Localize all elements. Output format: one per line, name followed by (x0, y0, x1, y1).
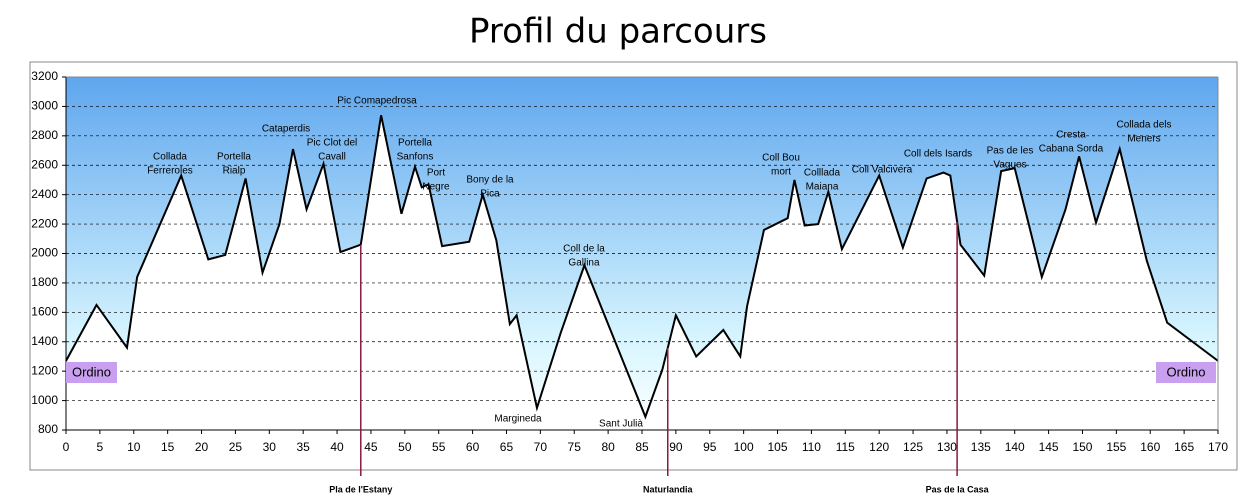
peak-label: Cabana Sorda (1039, 144, 1104, 155)
x-tick-label: 85 (635, 440, 649, 454)
x-tick-label: 100 (734, 440, 754, 454)
ground-fill (66, 115, 1218, 430)
y-tick-label: 1000 (31, 393, 58, 407)
peak-label: Cresta (1056, 130, 1086, 141)
x-tick-label: 75 (568, 440, 582, 454)
x-tick-label: 40 (330, 440, 344, 454)
peak-label: Gallina (568, 258, 600, 269)
peak-label: Sanfons (397, 152, 434, 163)
x-tick-label: 15 (161, 440, 175, 454)
x-tick-label: 135 (971, 440, 991, 454)
peak-label: Cavall (318, 152, 346, 163)
y-tick-label: 2400 (31, 187, 58, 201)
y-tick-label: 1600 (31, 305, 58, 319)
peak-label: Portella (217, 152, 251, 163)
x-tick-label: 65 (500, 440, 514, 454)
peak-label: Pica (480, 189, 500, 200)
x-tick-label: 105 (768, 440, 788, 454)
x-tick-label: 20 (195, 440, 209, 454)
y-tick-label: 2200 (31, 216, 58, 230)
x-tick-label: 165 (1174, 440, 1194, 454)
peak-label: Portella (398, 138, 432, 149)
x-tick-label: 120 (869, 440, 889, 454)
peak-label: Negre (422, 182, 450, 193)
marker-label: Naturlandia (643, 484, 694, 494)
marker-label: Pas de la Casa (926, 484, 990, 494)
endpoint-label: Ordino (1166, 364, 1205, 379)
endpoint-box (66, 362, 117, 383)
x-tick-label: 60 (466, 440, 480, 454)
y-tick-label: 2600 (31, 157, 58, 171)
peak-label: Cataperdis (262, 124, 310, 135)
x-tick-label: 160 (1140, 440, 1160, 454)
x-tick-label: 110 (802, 440, 821, 454)
x-tick-label: 115 (836, 440, 855, 454)
y-tick-label: 1800 (31, 275, 58, 289)
peak-label: Port (427, 168, 446, 179)
peak-label: Coll de la (563, 244, 605, 255)
x-tick-label: 55 (432, 440, 446, 454)
x-tick-label: 80 (601, 440, 615, 454)
peak-label: Pic Comapedrosa (337, 96, 417, 107)
x-tick-label: 130 (937, 440, 957, 454)
y-tick-label: 2800 (31, 128, 58, 142)
x-tick-label: 50 (398, 440, 412, 454)
peak-label: Coll Bou (762, 153, 800, 164)
x-tick-label: 45 (364, 440, 378, 454)
peak-label: Pas de les (987, 146, 1034, 157)
x-tick-label: 140 (1005, 440, 1025, 454)
marker-label: Pla de l'Estany (329, 484, 392, 494)
y-tick-label: 2000 (31, 246, 58, 260)
peak-label: Sant Julià (599, 419, 643, 430)
x-tick-label: 170 (1208, 440, 1228, 454)
peak-label: Bony de la (466, 175, 514, 186)
x-tick-label: 70 (534, 440, 548, 454)
peak-label: Colllada (804, 168, 841, 179)
y-tick-label: 1400 (31, 334, 58, 348)
peak-label: Collada dels (1116, 120, 1171, 131)
peak-label: Maiana (806, 182, 839, 193)
x-tick-label: 5 (97, 440, 104, 454)
peak-label: mort (771, 167, 791, 178)
peak-label: Pic Clot del (307, 138, 358, 149)
peak-label: Vagues (993, 160, 1026, 171)
peak-label: Margineda (494, 414, 542, 425)
x-tick-label: 10 (127, 440, 141, 454)
peak-label: Coll dels Isards (904, 149, 972, 160)
y-tick-label: 3000 (31, 99, 58, 113)
peak-label: Ferreroles (147, 166, 193, 177)
chart-title: Profil du parcours (469, 12, 767, 52)
y-tick-label: 1200 (31, 363, 58, 377)
x-tick-label: 90 (669, 440, 683, 454)
peak-label: Collada (153, 152, 187, 163)
x-tick-label: 95 (703, 440, 717, 454)
endpoint-box (1156, 362, 1216, 383)
peak-label: Meners (1127, 134, 1160, 145)
x-tick-label: 145 (1039, 440, 1059, 454)
y-tick-label: 800 (38, 422, 58, 436)
x-tick-label: 0 (63, 440, 70, 454)
x-tick-label: 125 (903, 440, 923, 454)
peak-label: Coll Valcivera (852, 165, 913, 176)
profile-line (65, 115, 1219, 420)
x-tick-label: 155 (1106, 440, 1126, 454)
x-tick-label: 150 (1072, 440, 1092, 454)
x-tick-label: 25 (229, 440, 243, 454)
endpoint-label: Ordino (72, 364, 111, 379)
x-tick-label: 35 (296, 440, 310, 454)
y-tick-label: 3200 (31, 69, 58, 83)
chart-frame (29, 61, 1238, 471)
x-tick-label: 30 (263, 440, 277, 454)
peak-label: Rialp (223, 166, 246, 177)
